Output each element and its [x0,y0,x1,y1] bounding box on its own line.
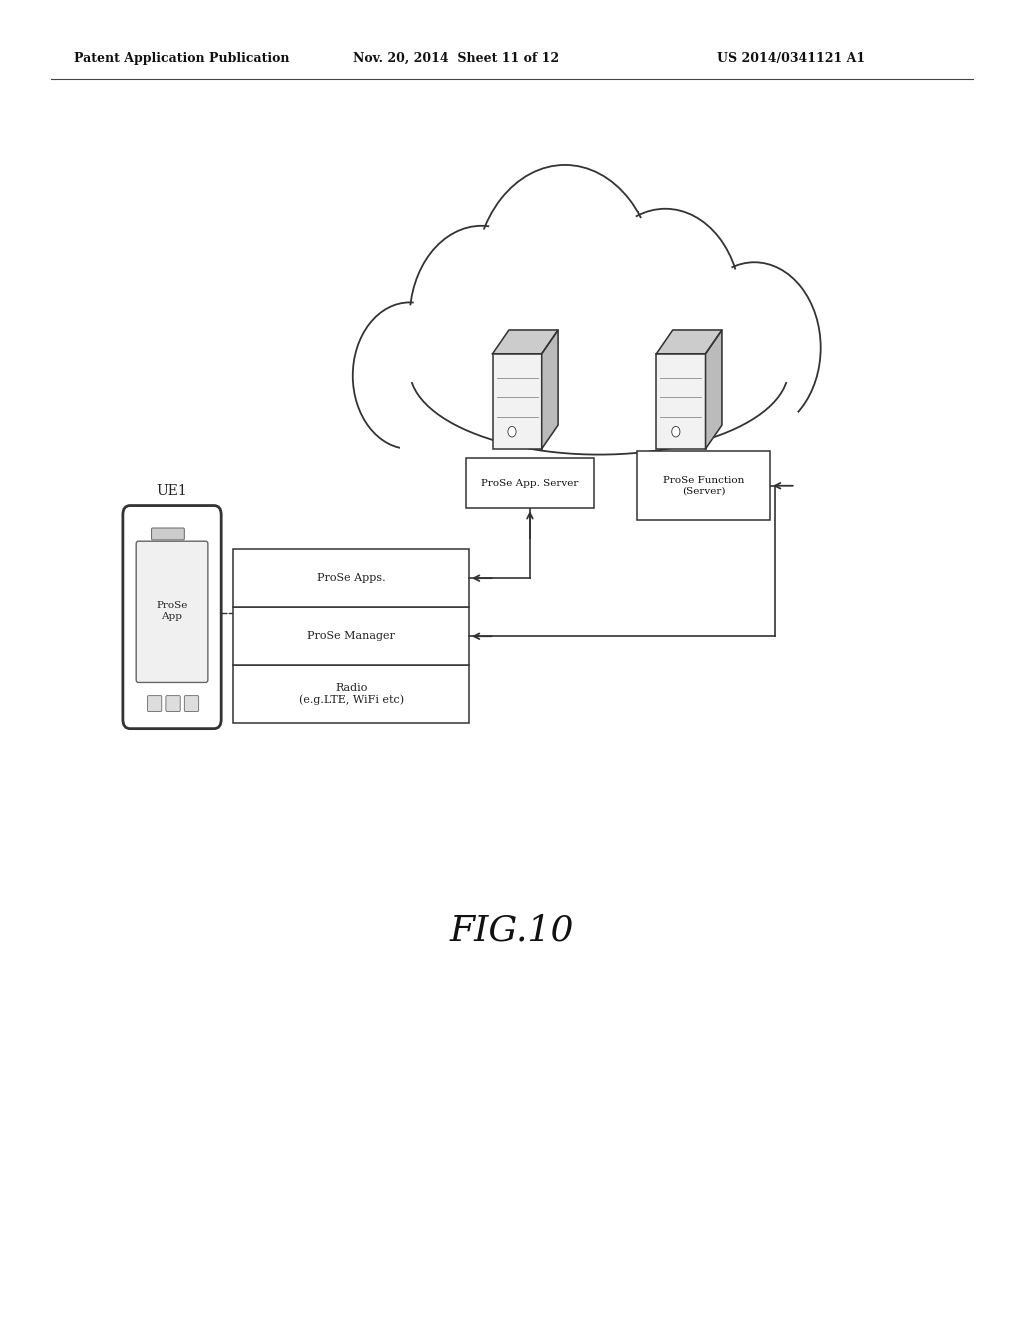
Circle shape [355,305,464,446]
FancyBboxPatch shape [493,354,542,449]
FancyBboxPatch shape [233,607,469,665]
Text: Patent Application Publication: Patent Application Publication [74,51,289,65]
Text: ProSe Function
(Server): ProSe Function (Server) [663,477,744,495]
FancyBboxPatch shape [152,528,184,540]
Polygon shape [656,330,722,354]
Circle shape [410,226,554,412]
Text: ProSe App. Server: ProSe App. Server [481,479,579,487]
Circle shape [590,209,741,404]
Text: ProSe Manager: ProSe Manager [307,631,395,642]
FancyBboxPatch shape [656,354,706,449]
Polygon shape [706,330,722,449]
FancyBboxPatch shape [233,549,469,607]
Text: FIG.10: FIG.10 [450,913,574,948]
FancyBboxPatch shape [400,412,798,503]
Circle shape [691,265,818,430]
FancyBboxPatch shape [466,458,594,508]
Circle shape [672,426,680,437]
Text: Radio
(e.g.LTE, WiFi etc): Radio (e.g.LTE, WiFi etc) [299,684,403,705]
Circle shape [474,165,655,400]
FancyBboxPatch shape [123,506,221,729]
Text: UE1: UE1 [157,483,187,498]
FancyBboxPatch shape [233,665,469,723]
Text: Nov. 20, 2014  Sheet 11 of 12: Nov. 20, 2014 Sheet 11 of 12 [353,51,559,65]
Text: US 2014/0341121 A1: US 2014/0341121 A1 [717,51,865,65]
Circle shape [688,263,820,433]
Ellipse shape [410,285,788,454]
Text: ProSe Apps.: ProSe Apps. [316,573,386,583]
Text: Network: Network [579,207,640,222]
FancyBboxPatch shape [410,370,788,467]
Ellipse shape [415,289,783,450]
FancyBboxPatch shape [637,451,770,520]
Circle shape [352,302,467,449]
Circle shape [593,213,738,400]
Circle shape [413,230,551,408]
FancyBboxPatch shape [184,696,199,711]
Polygon shape [493,330,558,354]
Polygon shape [542,330,558,449]
Text: ProSe
App: ProSe App [157,602,187,620]
Circle shape [477,170,652,395]
FancyBboxPatch shape [166,696,180,711]
FancyBboxPatch shape [147,696,162,711]
Circle shape [508,426,516,437]
FancyBboxPatch shape [136,541,208,682]
